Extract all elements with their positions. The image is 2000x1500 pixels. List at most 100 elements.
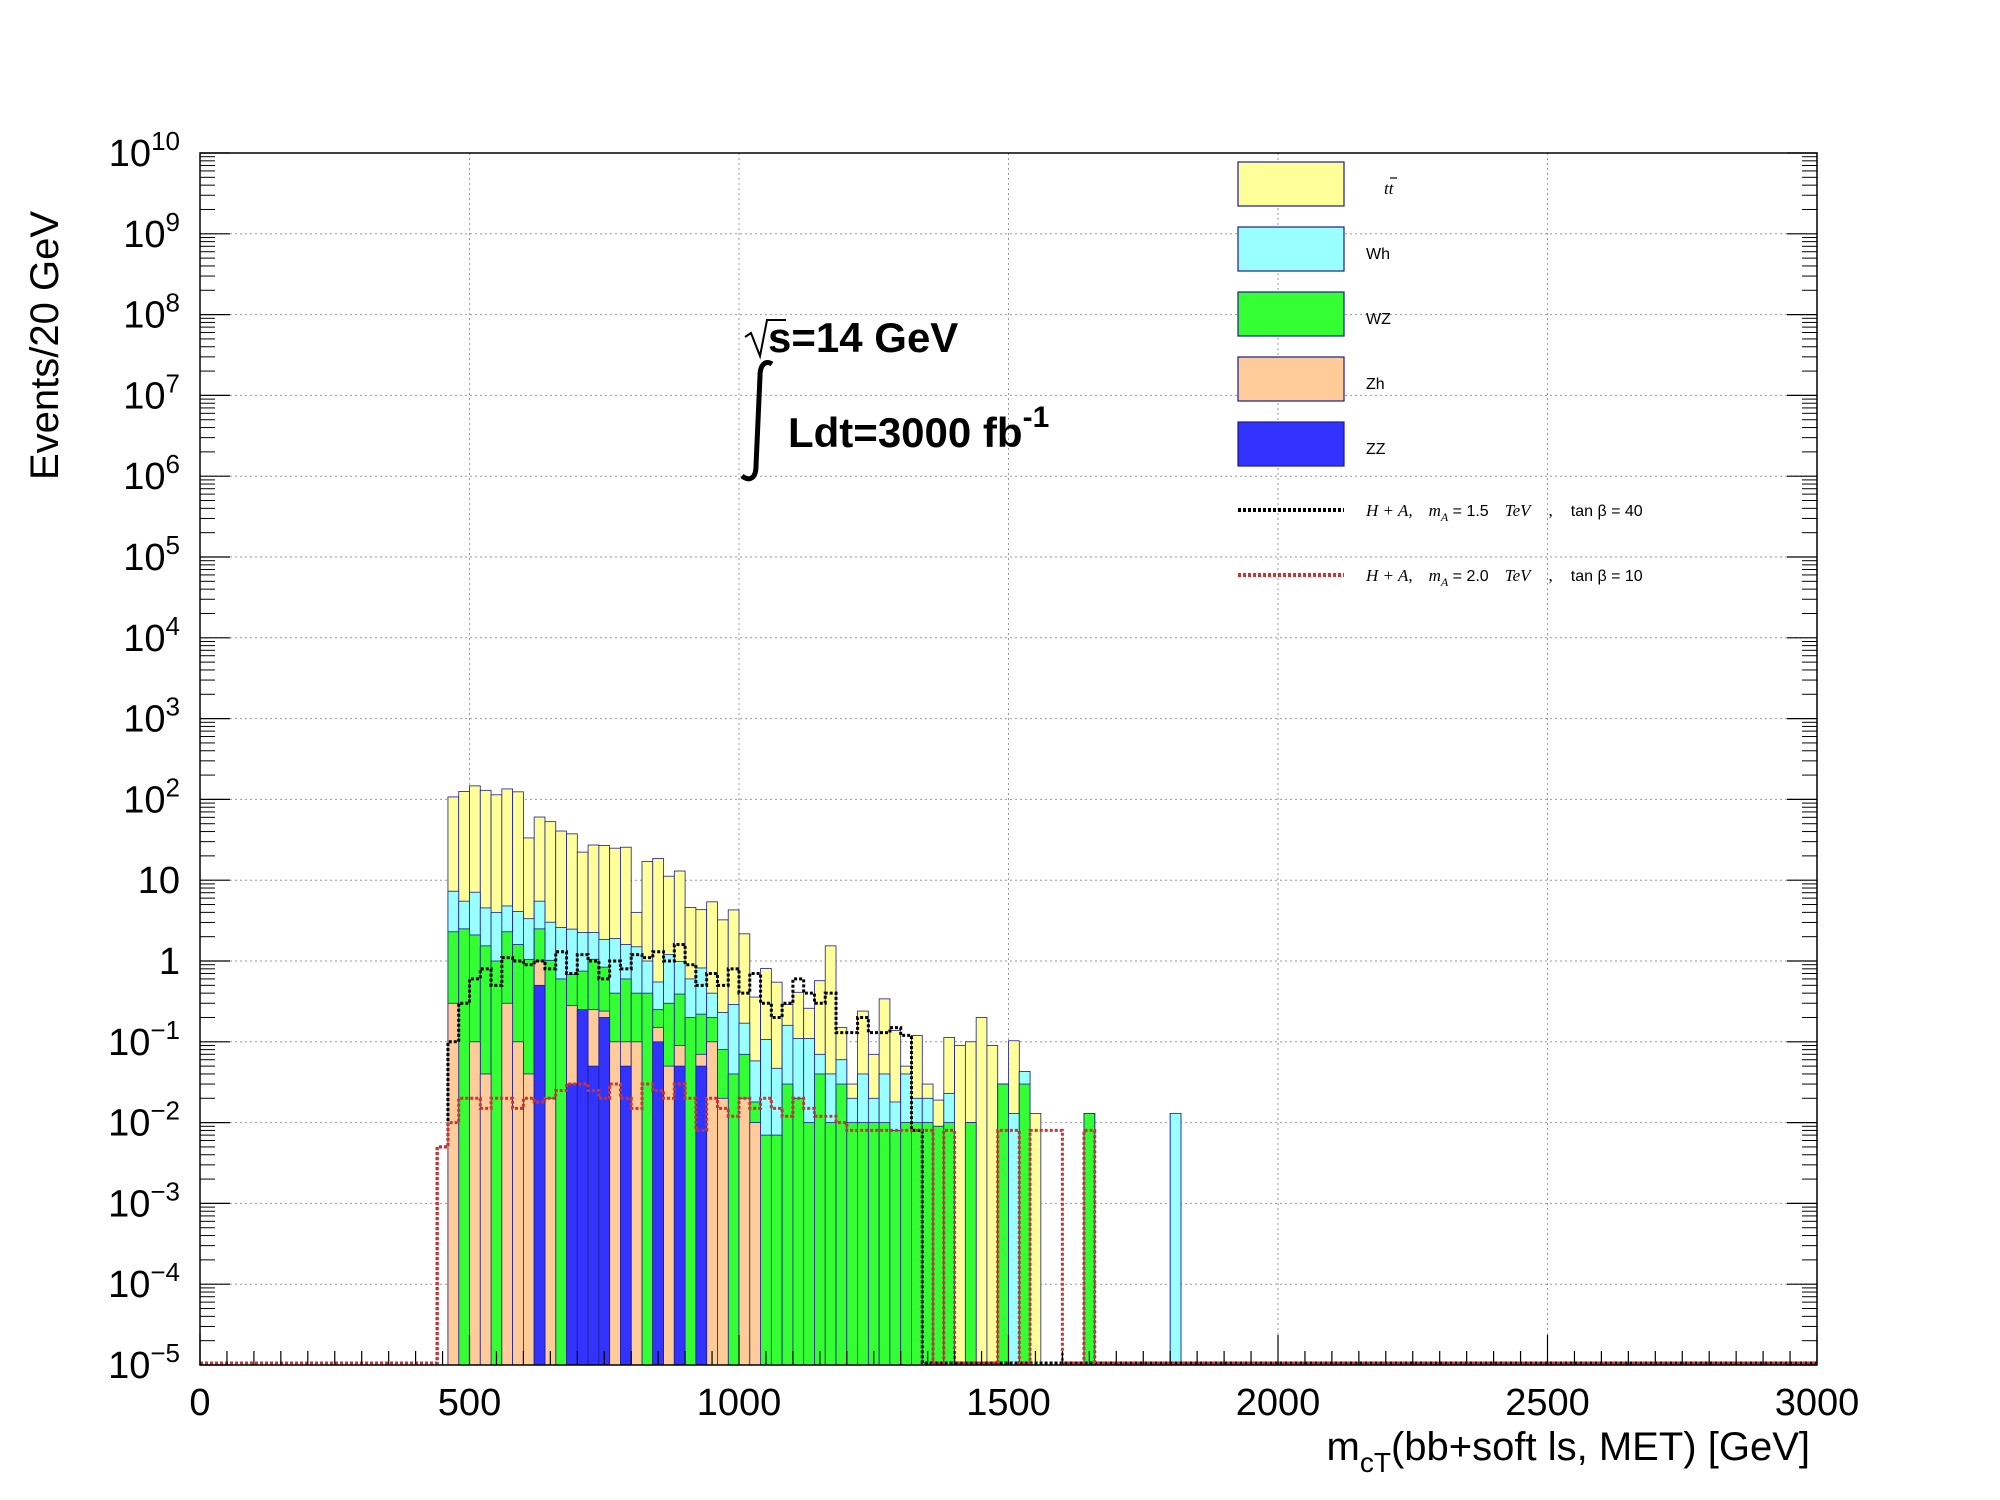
- bar-wz: [760, 1134, 772, 1365]
- integral-sign: [740, 360, 774, 482]
- legend-label: H + A, mA = 1.5 TeV, tan β = 40: [1365, 501, 1643, 524]
- x-tick-label: 1000: [697, 1382, 782, 1424]
- bar-zz: [576, 1009, 589, 1365]
- bar-zh: [630, 1041, 643, 1365]
- legend-label: Zh: [1366, 376, 1385, 393]
- x-tick-label: 2000: [1236, 1382, 1321, 1424]
- legend-swatch: [1237, 356, 1345, 402]
- y-tick-label: 1010: [109, 126, 180, 175]
- y-tick-label: 1: [159, 941, 180, 983]
- bar-wz: [997, 1083, 1009, 1365]
- bar-zh: [609, 1041, 621, 1365]
- signal-line-2: [200, 1082, 1817, 1365]
- y-tick-label: 10−3: [108, 1176, 180, 1225]
- legend-item-zz: ZZ: [1237, 421, 1386, 467]
- legend-label: WZ: [1366, 311, 1391, 328]
- y-tick-label: 105: [123, 530, 180, 579]
- stacked-histogram: [447, 785, 1182, 1365]
- bar-zh: [749, 1122, 761, 1365]
- bar-wz: [1083, 1112, 1096, 1365]
- x-tick-label: 0: [189, 1382, 210, 1424]
- bar-wz: [889, 1130, 902, 1365]
- bar-tt: [1029, 1112, 1042, 1365]
- signal-lines: [200, 943, 1817, 1365]
- y-tick-label: 10−1: [108, 1015, 180, 1064]
- energy-annotation: s=14 GeV: [744, 314, 958, 361]
- x-tick-label: 500: [438, 1382, 501, 1424]
- bar-zh: [717, 1097, 729, 1365]
- bar-zz: [673, 1065, 686, 1365]
- legend-swatch: [1237, 291, 1345, 337]
- bar-zz: [652, 1041, 664, 1365]
- luminosity-annotation: Ldt=3000 fb-1: [740, 360, 1049, 482]
- x-axis-title-rest: (bb+soft ls, MET) [GeV]: [1391, 1425, 1810, 1469]
- bar-zh: [469, 1041, 481, 1365]
- bar-wz: [458, 928, 470, 1365]
- legend: tt Wh WZ Zh ZZ H + A, mA = 1.5 TeV, tan β = 40 H …: [1237, 161, 1643, 589]
- bar-zh: [663, 1065, 675, 1365]
- bar-zh: [512, 1041, 524, 1365]
- legend-item-wz: WZ: [1237, 291, 1391, 337]
- bar-wh: [1008, 1112, 1020, 1365]
- bar-wz: [857, 1122, 869, 1365]
- legend-item-wh: Wh: [1237, 226, 1390, 272]
- bar-zh: [479, 1073, 492, 1365]
- bar-wh: [1169, 1112, 1182, 1365]
- legend-swatch: [1237, 161, 1345, 207]
- legend-item-zh: Zh: [1237, 356, 1385, 402]
- axis-ticks: [199, 152, 1818, 1366]
- bar-wz: [900, 1122, 912, 1365]
- bar-wz: [878, 1122, 891, 1365]
- y-tick-label: 107: [123, 368, 180, 417]
- y-tick-label: 10−4: [108, 1257, 180, 1306]
- legend-item-signal-2: H + A, mA = 2.0 TeV, tan β = 10: [1238, 566, 1643, 589]
- y-axis-title: Events/20 GeV: [23, 211, 67, 480]
- y-tick-label: 109: [123, 207, 180, 256]
- bar-zz: [566, 1083, 578, 1365]
- bar-zz: [587, 1065, 600, 1365]
- bar-wz: [803, 1122, 815, 1365]
- bar-wz: [490, 960, 503, 1365]
- legend-item-signal-1: H + A, mA = 1.5 TeV, tan β = 40: [1238, 501, 1643, 524]
- x-tick-labels: 0 500 1000 1500 2000 2500 3000: [189, 1382, 1859, 1424]
- bar-wz: [781, 1083, 794, 1365]
- bar-wz: [911, 1122, 923, 1365]
- x-axis-title: mcT(bb+soft ls, MET) [GeV]: [1327, 1425, 1810, 1478]
- bar-wz: [835, 1083, 848, 1365]
- bar-zh: [523, 1073, 535, 1365]
- legend-label: Wh: [1366, 246, 1390, 263]
- bar-zh: [447, 1002, 460, 1365]
- x-tick-label: 2500: [1505, 1382, 1590, 1424]
- luminosity-label: Ldt=3000 fb-1: [788, 401, 1049, 456]
- y-tick-label: 108: [123, 288, 180, 337]
- bar-zz: [598, 1017, 611, 1365]
- bar-wz: [641, 992, 654, 1365]
- bar-zh: [501, 1002, 514, 1365]
- x-tick-label: 1500: [966, 1382, 1051, 1424]
- bar-zh: [544, 1097, 557, 1365]
- bar-zz: [695, 1065, 708, 1365]
- bar-wz: [964, 1122, 977, 1365]
- bar-zz: [620, 1065, 632, 1365]
- legend-label: H + A, mA = 2.0 TeV, tan β = 10: [1365, 566, 1643, 589]
- y-tick-label: 104: [123, 611, 180, 660]
- bar-tt: [975, 1017, 988, 1365]
- y-tick-label: 10−2: [108, 1096, 180, 1145]
- sqrt-s-label: s=14 GeV: [768, 314, 958, 361]
- x-axis-title-main: m: [1327, 1425, 1360, 1469]
- bar-zz: [533, 984, 546, 1365]
- bar-wz: [867, 1122, 880, 1365]
- x-axis-title-sub: cT: [1360, 1447, 1391, 1478]
- y-tick-label: 106: [123, 449, 180, 498]
- bar-zh: [706, 1041, 718, 1365]
- legend-label: tt: [1384, 179, 1395, 198]
- y-tick-label: 103: [123, 692, 180, 741]
- legend-swatch: [1237, 226, 1345, 272]
- y-tick-labels: 101010910810710610510410310210110−110−21…: [108, 126, 180, 1387]
- bar-tt: [986, 1045, 999, 1365]
- x-tick-label: 3000: [1775, 1382, 1860, 1424]
- bar-wz: [921, 1122, 934, 1365]
- bar-wz: [943, 1122, 956, 1365]
- bar-wz: [684, 1017, 697, 1365]
